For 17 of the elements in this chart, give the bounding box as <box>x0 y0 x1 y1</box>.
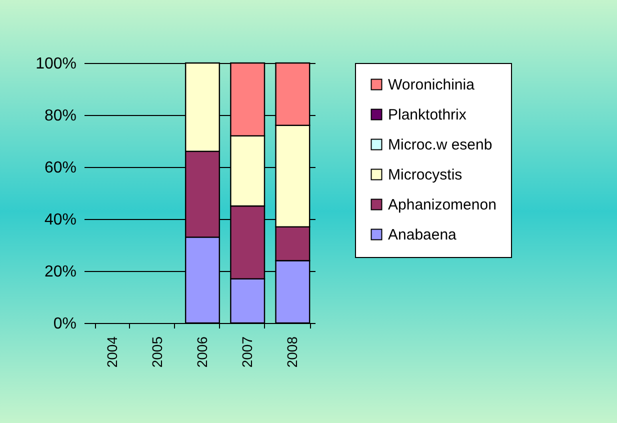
legend-label: Microcystis <box>388 166 462 184</box>
y-tick-label: 80% <box>44 108 76 124</box>
x-tick-label: 2004 <box>104 336 120 368</box>
y-tick-label: 0% <box>53 316 76 332</box>
x-tick-label: 2005 <box>148 336 165 368</box>
y-tick-label: 60% <box>44 160 76 176</box>
x-tick-label: 2006 <box>194 336 210 368</box>
x-tick-label: 2007 <box>239 336 256 368</box>
legend-label: Anabaena <box>388 226 458 244</box>
legend-label: Aphanizomenon <box>388 196 496 214</box>
legend-label: Woronichinia <box>388 76 476 94</box>
x-tick-label: 2008 <box>284 336 300 368</box>
y-tick-label: 100% <box>36 56 76 72</box>
y-tick-label: 40% <box>44 212 76 228</box>
legend-label: Planktothrix <box>388 106 467 124</box>
legend-label: Microc.w esenb <box>388 136 492 154</box>
y-tick-label: 20% <box>44 264 76 280</box>
